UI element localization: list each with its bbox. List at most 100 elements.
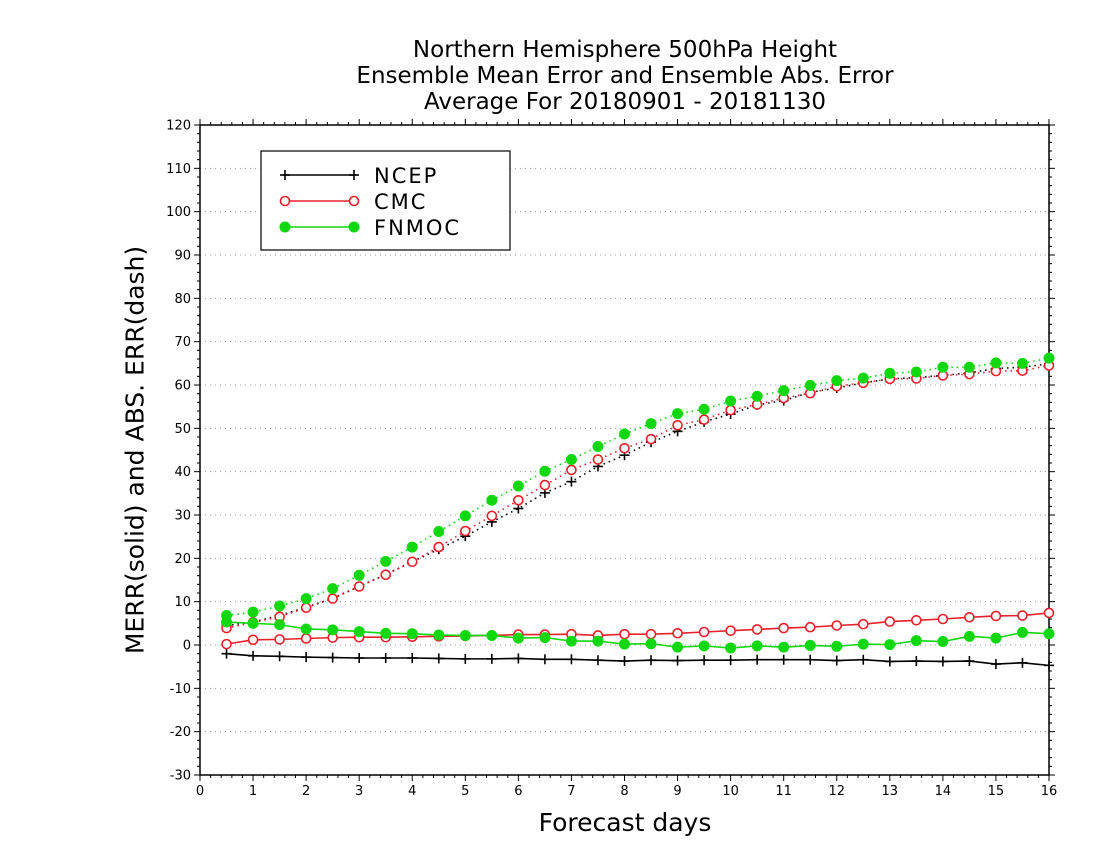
fnmoc-abs-err-point: [353, 569, 365, 581]
ncep-merr-point: [831, 655, 842, 666]
ncep-merr-point: [539, 654, 550, 665]
chart-title-line-1: Northern Hemisphere 500hPa Height: [412, 37, 838, 63]
fnmoc-merr-point: [486, 629, 498, 641]
fnmoc-merr-point: [406, 628, 418, 640]
fnmoc-abs-err-point: [1016, 357, 1028, 369]
x-tick-label: 9: [673, 784, 681, 799]
ncep-merr-point: [911, 656, 922, 667]
y-tick-label: 100: [166, 205, 191, 220]
x-tick-label: 4: [408, 784, 416, 799]
x-tick-label: 5: [461, 784, 469, 799]
cmc-merr-point: [990, 610, 1002, 622]
series-layer: [221, 352, 1055, 671]
cmc-abs-err-point: [327, 593, 338, 604]
x-tick-label: 11: [775, 784, 792, 799]
fnmoc-merr-point: [619, 638, 630, 650]
ncep-merr-point: [327, 652, 338, 663]
cmc-merr-point: [964, 611, 975, 623]
x-tick-label: 6: [514, 784, 522, 799]
fnmoc-abs-err-point: [910, 366, 922, 378]
cmc-abs-err-point: [566, 464, 577, 476]
legend-marker-cmc: [348, 195, 360, 207]
ncep-merr-point: [380, 653, 391, 663]
fnmoc-abs-err-point: [274, 600, 286, 612]
fnmoc-merr-point: [353, 626, 365, 638]
legend-marker-cmc: [279, 195, 291, 207]
y-tick-label: 20: [174, 552, 191, 567]
ncep-merr-point: [1044, 660, 1054, 671]
y-tick-label: 110: [166, 162, 191, 177]
cmc-merr-point: [645, 628, 657, 640]
legend-marker-ncep: [349, 170, 359, 180]
cmc-abs-err-point: [592, 454, 604, 465]
fnmoc-abs-err-point: [327, 583, 339, 595]
legend-marker-fnmoc: [348, 221, 360, 233]
x-tick-label: 3: [355, 784, 363, 799]
fnmoc-merr-point: [221, 616, 233, 628]
fnmoc-merr-line: [226, 621, 1050, 649]
fnmoc-merr-point: [512, 632, 524, 644]
fnmoc-merr-point: [300, 623, 312, 635]
cmc-abs-err-line: [226, 364, 1050, 629]
fnmoc-abs-err-point: [565, 454, 577, 466]
cmc-abs-err-point: [725, 404, 736, 416]
cmc-abs-err-point: [353, 581, 365, 592]
ncep-merr-point: [884, 656, 895, 667]
fnmoc-abs-err-point: [459, 510, 471, 522]
legend-label-fnmoc: FNMOC: [374, 216, 461, 240]
ncep-merr-point: [937, 656, 948, 667]
cmc-abs-err-point: [513, 494, 524, 506]
x-tick-label: 8: [620, 784, 628, 799]
y-tick-label: 50: [174, 422, 191, 437]
fnmoc-merr-point: [327, 624, 339, 636]
fnmoc-merr-point: [990, 632, 1002, 644]
cmc-abs-err-point: [380, 569, 392, 581]
cmc-merr-point: [698, 626, 710, 638]
ncep-merr-point: [486, 653, 497, 664]
ncep-merr-point: [301, 652, 312, 663]
x-axis-label: Forecast days: [538, 808, 712, 837]
series-fnmoc: [221, 352, 1055, 654]
fnmoc-abs-err-point: [963, 361, 975, 373]
y-tick-label: 0: [183, 639, 191, 654]
x-tick-label: 12: [828, 784, 845, 799]
x-tick-label: 13: [882, 784, 899, 799]
ncep-merr-point: [672, 655, 683, 666]
cmc-abs-err-point: [698, 414, 710, 425]
fnmoc-abs-err-point: [380, 555, 392, 567]
y-tick-label: 10: [174, 595, 191, 610]
ncep-merr-point: [778, 654, 789, 665]
y-tick-label: 40: [174, 465, 191, 480]
cmc-merr-point: [247, 634, 259, 646]
ncep-merr-point: [592, 655, 603, 666]
cmc-merr-point: [619, 628, 630, 640]
fnmoc-merr-point: [459, 629, 471, 641]
y-tick-label: 90: [174, 249, 191, 264]
fnmoc-merr-point: [910, 635, 922, 647]
cmc-abs-err-point: [486, 510, 498, 522]
ncep-merr-point: [433, 653, 444, 664]
cmc-abs-err-point: [460, 525, 471, 537]
ncep-merr-point: [805, 654, 816, 665]
y-tick-label: -30: [170, 769, 191, 784]
fnmoc-merr-point: [725, 642, 737, 654]
fnmoc-abs-err-point: [831, 375, 843, 387]
ncep-merr-point: [460, 653, 471, 664]
fnmoc-abs-err-point: [300, 593, 312, 605]
fnmoc-merr-point: [831, 640, 843, 652]
cmc-merr-point: [778, 622, 789, 634]
fnmoc-merr-point: [804, 639, 816, 651]
ncep-merr-point: [699, 655, 710, 666]
fnmoc-abs-err-point: [884, 367, 896, 379]
y-axis-label: MERR(solid) and ABS. ERR(dash): [120, 245, 150, 655]
fnmoc-abs-err-point: [804, 379, 816, 391]
ncep-merr-point: [1017, 657, 1028, 668]
fnmoc-merr-point: [857, 638, 869, 650]
ncep-merr-point: [274, 651, 285, 662]
cmc-merr-point: [831, 620, 843, 631]
fnmoc-merr-point: [539, 632, 551, 644]
fnmoc-merr-point: [592, 635, 604, 647]
ncep-merr-point: [407, 653, 418, 663]
